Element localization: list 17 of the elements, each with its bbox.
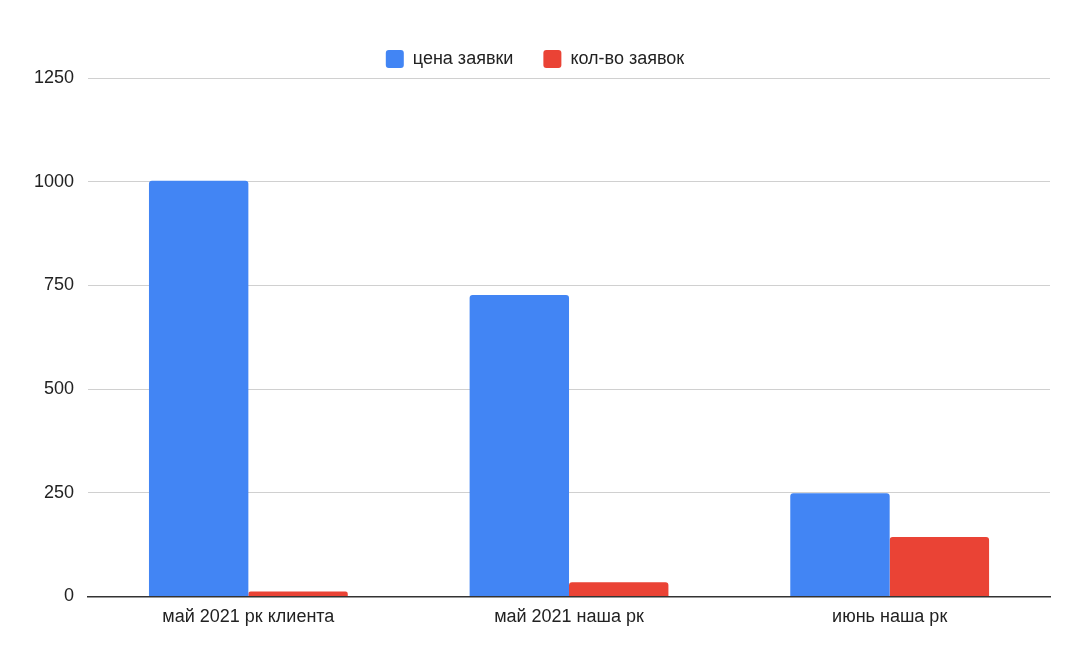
bar [148,180,249,596]
bar [790,493,890,596]
x-tick-label: май 2021 рк клиента [162,606,336,627]
y-tick-label: 1000 [34,170,75,191]
x-tick-label: май 2021 наша рк [494,606,645,627]
bar [469,294,570,596]
y-tick-label: 750 [44,274,75,295]
y-tick-label: 250 [44,481,75,502]
bar [889,537,990,596]
bar [248,591,348,596]
legend-label: кол-во заявок [570,47,685,68]
x-tick-label: июнь наша рк [832,606,948,627]
bar [569,582,669,596]
legend-label: цена заявки [412,47,514,68]
y-tick-label: 500 [44,378,75,399]
y-tick-label: 0 [64,585,75,606]
y-tick-label: 1250 [34,66,75,87]
